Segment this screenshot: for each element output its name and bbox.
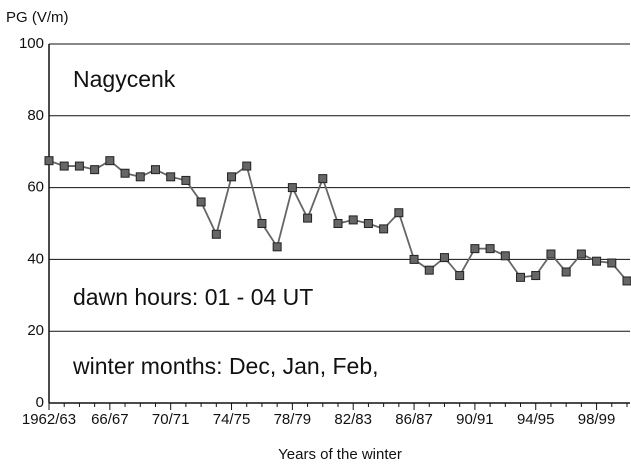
data-point: [257, 219, 267, 228]
data-point: [470, 244, 480, 254]
y-tick-label: 20: [27, 322, 44, 339]
y-tick-label: 0: [36, 394, 44, 411]
x-tick-label: 74/75: [213, 411, 251, 428]
y-tick-label: 100: [19, 35, 44, 52]
x-tick-label: 1962/63: [22, 411, 76, 428]
data-point: [272, 242, 282, 252]
data-point: [303, 213, 313, 223]
data-point: [166, 172, 176, 182]
x-tick-label: 86/87: [395, 411, 433, 428]
data-point: [561, 267, 571, 277]
x-tick-label: 98/99: [578, 411, 616, 428]
data-point: [181, 175, 191, 185]
data-point: [531, 271, 541, 281]
data-point: [592, 256, 602, 266]
data-point: [546, 249, 556, 259]
data-point: [576, 249, 586, 259]
annotation: dawn hours: 01 - 04 UT: [73, 284, 313, 310]
x-axis-label: Years of the winter: [278, 446, 402, 463]
data-point: [409, 254, 419, 264]
x-tick-label: 94/95: [517, 411, 555, 428]
y-tick-label: 80: [27, 107, 44, 124]
data-point: [105, 156, 115, 166]
data-point: [242, 161, 252, 171]
data-point: [485, 244, 495, 254]
data-point: [211, 229, 221, 239]
data-point: [333, 219, 343, 228]
data-point: [500, 251, 510, 261]
data-point: [622, 276, 631, 286]
data-point: [196, 197, 206, 207]
x-tick-label: 66/67: [91, 411, 129, 428]
data-point: [59, 161, 69, 171]
data-point: [607, 258, 617, 268]
data-point: [363, 219, 373, 228]
x-tick-label: 78/79: [274, 411, 312, 428]
y-tick-label: 60: [27, 179, 44, 196]
data-point: [135, 172, 145, 182]
data-point: [424, 265, 434, 275]
annotation: Nagycenk: [73, 66, 176, 92]
data-point: [348, 215, 358, 225]
data-point: [394, 208, 404, 218]
y-tick-label: 40: [27, 250, 44, 267]
data-point: [318, 174, 328, 184]
data-point: [120, 168, 130, 178]
data-point: [439, 253, 449, 263]
data-point: [44, 156, 54, 166]
x-tick-label: 70/71: [152, 411, 190, 428]
data-point: [379, 224, 389, 234]
x-tick-label: 90/91: [456, 411, 494, 428]
data-point: [516, 272, 526, 282]
data-point: [227, 172, 237, 182]
data-point: [90, 165, 100, 175]
data-point: [287, 183, 297, 193]
data-point: [74, 161, 84, 171]
x-tick-label: 82/83: [334, 411, 372, 428]
data-point: [150, 165, 160, 175]
y-axis-label: PG (V/m): [6, 9, 69, 26]
annotation: winter months: Dec, Jan, Feb,: [72, 353, 379, 379]
data-point: [455, 271, 465, 281]
